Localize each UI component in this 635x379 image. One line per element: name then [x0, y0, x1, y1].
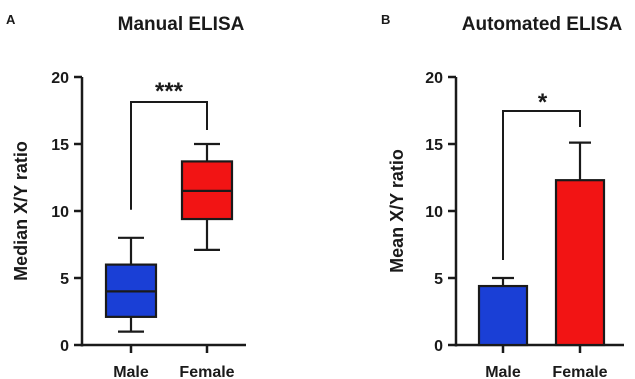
significance-label: *** [155, 78, 184, 105]
panel-a-plot: 0 5 10 15 20 Male Female *** [51, 70, 246, 379]
significance-label: * [538, 89, 548, 116]
bar-male [477, 276, 529, 347]
panel-b-x-category-label: Male [485, 364, 521, 379]
panel-a-title: Manual ELISA [118, 14, 245, 35]
panel-a-x-category-label: Male [113, 364, 149, 379]
panel-b-title: Automated ELISA [462, 14, 623, 35]
bar [554, 179, 606, 347]
panel-a-y-tick-label: 15 [51, 137, 69, 154]
panel-a-y-axis-label: Median X/Y ratio [11, 141, 31, 281]
bar-female [554, 141, 606, 347]
panel-a-letter: A [6, 12, 16, 27]
significance-bracket [502, 110, 581, 260]
panel-b-y-tick-label: 5 [434, 271, 443, 288]
panel-a-y-tick-label: 5 [60, 271, 69, 288]
panel-b-y-tick-label: 0 [434, 338, 443, 355]
panel-a-y-tick-label: 20 [51, 70, 69, 87]
significance-bracket [130, 101, 208, 210]
panel-a-x-category-label: Female [179, 364, 234, 379]
panel-a-y-tick-label: 0 [60, 338, 69, 355]
panel-b-plot: 0 5 10 15 20 Male Female * [425, 70, 624, 379]
box-female [180, 142, 234, 251]
panel-b-y-axis-label: Mean X/Y ratio [387, 149, 407, 273]
panel-a-y-tick-label: 10 [51, 204, 69, 221]
bar [477, 284, 529, 347]
panel-b-y-tick-label: 20 [425, 70, 443, 87]
panel-b-y-tick-label: 15 [425, 137, 443, 154]
panel-b-x-category-label: Female [552, 364, 607, 379]
panel-b-letter: B [381, 12, 390, 27]
box-male [104, 236, 158, 333]
panel-b-y-tick-label: 10 [425, 204, 443, 221]
